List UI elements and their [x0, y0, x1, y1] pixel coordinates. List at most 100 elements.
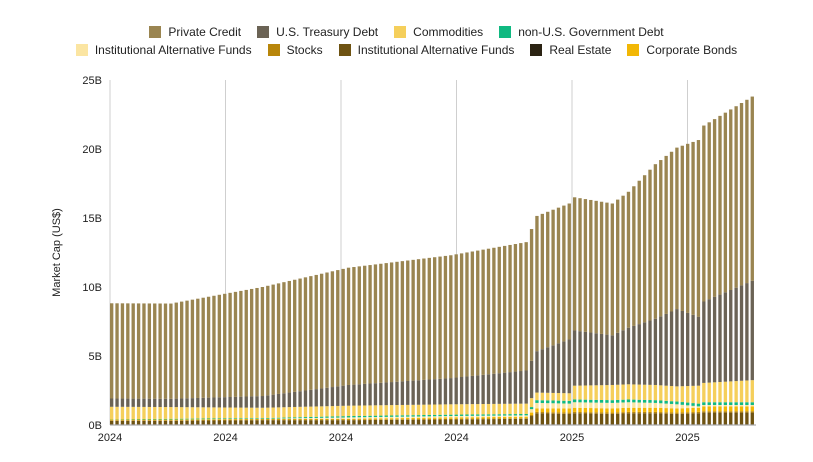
bar-column	[718, 115, 722, 425]
bar-private-credit	[492, 247, 496, 374]
bar-commodities	[589, 385, 593, 400]
bar-stocks	[223, 419, 227, 421]
bar-column	[142, 303, 146, 425]
bar-column	[212, 295, 216, 425]
legend-swatch	[75, 44, 88, 56]
bar-institutional-alternative-funds-2	[556, 413, 561, 425]
bar-institutional-alternative-funds-2	[422, 419, 426, 425]
bar-commodities	[346, 405, 351, 417]
bar-institutional-alternative-funds-2	[551, 413, 555, 425]
bar-private-credit	[212, 295, 216, 398]
bar-commodities	[110, 406, 114, 420]
bar-private-credit	[115, 303, 119, 399]
bar-non-u-s-government-debt	[465, 414, 469, 416]
bar-column	[664, 155, 668, 425]
bar-column	[535, 215, 539, 425]
x-tick-label: 2025	[675, 432, 699, 444]
bar-commodities	[153, 406, 157, 419]
bar-stocks	[546, 412, 550, 414]
bar-non-u-s-government-debt	[400, 415, 405, 417]
bar-institutional-alternative-funds-2	[459, 419, 464, 425]
x-tick-label: 2024	[329, 432, 353, 444]
bar-u-s-treasury-debt	[115, 398, 119, 407]
bar-institutional-alternative-funds-2	[352, 420, 356, 425]
bar-corporate-bonds	[136, 419, 141, 421]
bar-corporate-bonds	[395, 418, 399, 420]
bar-private-credit	[637, 180, 641, 325]
bar-corporate-bonds	[502, 416, 507, 419]
bar-commodities	[562, 393, 566, 401]
bar-non-u-s-government-debt	[330, 416, 335, 418]
bar-commodities	[449, 404, 453, 415]
bar-stocks	[594, 412, 598, 414]
bar-corporate-bonds	[637, 407, 641, 412]
bar-institutional-alternative-funds-2	[702, 412, 706, 425]
bar-corporate-bonds	[535, 408, 539, 412]
bar-stocks	[718, 411, 722, 413]
bar-private-credit	[206, 296, 211, 398]
bar-commodities	[293, 406, 297, 418]
bar-institutional-alternative-funds	[373, 417, 378, 419]
bar-private-credit	[508, 244, 512, 373]
bar-non-u-s-government-debt	[217, 418, 222, 420]
bar-institutional-alternative-funds-2	[664, 413, 668, 425]
bar-institutional-alternative-funds	[529, 409, 534, 413]
bar-institutional-alternative-funds	[734, 404, 738, 407]
bar-column	[707, 122, 711, 425]
bar-non-u-s-government-debt	[454, 414, 458, 416]
bar-commodities	[190, 407, 195, 419]
bar-institutional-alternative-funds-2	[260, 420, 265, 425]
bar-stocks	[260, 419, 265, 421]
bar-stocks	[669, 412, 674, 414]
bar-u-s-treasury-debt	[153, 398, 157, 407]
bar-private-credit	[363, 265, 367, 384]
bar-private-credit	[486, 248, 491, 375]
bar-u-s-treasury-debt	[723, 292, 728, 382]
bar-column	[562, 205, 566, 425]
bar-commodities	[578, 385, 582, 400]
bar-institutional-alternative-funds	[492, 415, 496, 418]
bar-non-u-s-government-debt	[669, 401, 674, 404]
bar-stocks	[508, 418, 512, 419]
bar-u-s-treasury-debt	[110, 398, 114, 407]
bar-non-u-s-government-debt	[459, 414, 464, 416]
bar-u-s-treasury-debt	[395, 381, 399, 406]
bar-institutional-alternative-funds-2	[648, 413, 652, 425]
bar-private-credit	[551, 209, 555, 346]
bar-non-u-s-government-debt	[702, 402, 706, 405]
bar-non-u-s-government-debt	[319, 416, 324, 418]
bar-column	[540, 213, 545, 425]
bar-column	[513, 244, 518, 425]
bar-u-s-treasury-debt	[433, 379, 437, 405]
bar-u-s-treasury-debt	[572, 330, 577, 386]
bar-commodities	[454, 404, 458, 415]
bar-institutional-alternative-funds	[508, 415, 512, 417]
bar-u-s-treasury-debt	[158, 398, 162, 408]
bar-institutional-alternative-funds	[556, 403, 561, 409]
bar-column	[610, 203, 614, 425]
bar-corporate-bonds	[368, 418, 372, 420]
bar-column	[357, 266, 361, 425]
bar-commodities	[497, 403, 501, 415]
bar-stocks	[513, 418, 518, 419]
bar-corporate-bonds	[389, 418, 394, 420]
bar-private-credit	[610, 203, 614, 336]
bar-commodities	[626, 384, 631, 400]
bar-commodities	[341, 405, 345, 417]
bar-u-s-treasury-debt	[492, 373, 496, 404]
bar-private-credit	[729, 109, 733, 290]
bar-corporate-bonds	[190, 419, 195, 421]
bar-non-u-s-government-debt	[271, 417, 275, 419]
bar-institutional-alternative-funds-2	[411, 419, 415, 425]
bar-non-u-s-government-debt	[212, 418, 216, 420]
bar-private-credit	[454, 254, 458, 378]
bar-private-credit	[228, 292, 232, 397]
bar-commodities	[255, 407, 259, 419]
bar-institutional-alternative-funds-2	[729, 412, 733, 425]
legend-row-2: Institutional Alternative Funds Stocks Ins…	[0, 43, 813, 57]
bar-institutional-alternative-funds	[680, 404, 684, 409]
bar-non-u-s-government-debt	[551, 400, 555, 404]
bar-institutional-alternative-funds	[739, 404, 744, 407]
bar-private-credit	[529, 229, 534, 361]
bar-institutional-alternative-funds	[330, 417, 335, 419]
